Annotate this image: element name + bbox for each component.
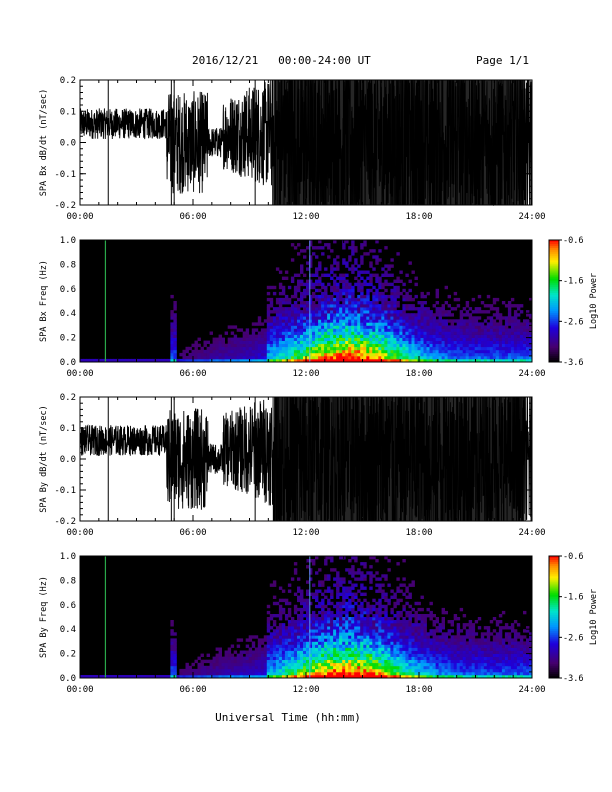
x-tick-label: 24:00 <box>518 369 545 379</box>
y-tick-label: 0.1 <box>60 424 76 434</box>
x-tick-label: 18:00 <box>405 685 432 695</box>
dbdt-trace-1 <box>79 79 533 207</box>
y-tick-label: 0.1 <box>60 107 76 117</box>
y-tick-label: 0.4 <box>60 625 76 635</box>
y-tick-label: 0.8 <box>60 576 76 586</box>
x-tick-label: 06:00 <box>179 212 206 222</box>
y-tick-label: 0.8 <box>60 260 76 270</box>
y-tick-label: 0.6 <box>60 601 76 611</box>
y-axis-label-4: SPA By Freq (Hz) <box>39 576 49 658</box>
y-axis-ticks-3 <box>80 396 532 522</box>
x-tick-label: 06:00 <box>179 528 206 538</box>
colorbar-tick-label: -1.6 <box>563 277 583 287</box>
x-axis-ticks-3 <box>79 397 533 521</box>
colorbar-tick-label: -2.6 <box>563 633 583 643</box>
x-tick-label: 24:00 <box>518 685 545 695</box>
y-axis-ticks-4 <box>80 555 532 679</box>
x-tick-label: 12:00 <box>292 212 319 222</box>
colorbar-2 <box>548 239 562 363</box>
colorbar-label-4: Log10 Power <box>589 589 599 645</box>
x-tick-label: 18:00 <box>405 528 432 538</box>
colorbar-tick-label: -3.6 <box>563 674 583 684</box>
y-tick-label: 0.2 <box>60 76 76 86</box>
x-tick-label: 06:00 <box>179 685 206 695</box>
colorbar-label-2: Log10 Power <box>589 273 599 329</box>
y-axis-ticks-2 <box>80 239 532 363</box>
x-axis-ticks-4 <box>79 556 533 678</box>
colorbar-tick-label: -2.6 <box>563 317 583 327</box>
x-tick-label: 06:00 <box>179 369 206 379</box>
y-tick-label: 1.0 <box>60 552 76 562</box>
x-tick-label: 00:00 <box>66 685 93 695</box>
y-tick-label: 0.2 <box>60 650 76 660</box>
y-tick-label: 0.0 <box>60 139 76 149</box>
colorbar-tick-label: -3.6 <box>563 358 583 368</box>
y-tick-label: 0.4 <box>60 309 76 319</box>
y-tick-label: -0.2 <box>54 201 76 211</box>
x-tick-label: 18:00 <box>405 369 432 379</box>
y-tick-label: 0.0 <box>60 455 76 465</box>
y-axis-ticks-1 <box>80 79 532 206</box>
y-tick-label: 0.2 <box>60 393 76 403</box>
x-tick-label: 24:00 <box>518 212 545 222</box>
x-tick-label: 00:00 <box>66 212 93 222</box>
page-number: Page 1/1 <box>476 54 529 67</box>
y-axis-label-3: SPA By dB/dt (nT/sec) <box>39 405 49 512</box>
y-axis-label-2: SPA Bx Freq (Hz) <box>39 260 49 342</box>
colorbar-tick-label: -1.6 <box>563 593 583 603</box>
x-tick-label: 12:00 <box>292 685 319 695</box>
x-tick-label: 00:00 <box>66 369 93 379</box>
x-tick-label: 00:00 <box>66 528 93 538</box>
x-axis-ticks-1 <box>79 80 533 205</box>
x-tick-label: 24:00 <box>518 528 545 538</box>
y-tick-label: -0.2 <box>54 517 76 527</box>
y-tick-label: -0.1 <box>54 170 76 180</box>
y-tick-label: -0.1 <box>54 486 76 496</box>
spectrogram-4 <box>80 556 533 679</box>
x-axis-label: Universal Time (hh:mm) <box>215 711 361 724</box>
y-tick-label: 1.0 <box>60 236 76 246</box>
colorbar-tick-label: -0.6 <box>563 552 583 562</box>
x-tick-label: 18:00 <box>405 212 432 222</box>
y-axis-label-1: SPA Bx dB/dt (nT/sec) <box>39 89 49 196</box>
x-tick-label: 12:00 <box>292 528 319 538</box>
x-tick-label: 12:00 <box>292 369 319 379</box>
y-tick-label: 0.2 <box>60 334 76 344</box>
y-tick-label: 0.0 <box>60 358 76 368</box>
x-axis-ticks-2 <box>79 240 533 362</box>
y-tick-label: 0.0 <box>60 674 76 684</box>
spectrogram-2 <box>80 240 533 363</box>
colorbar-tick-label: -0.6 <box>563 236 583 246</box>
figure-title: 2016/12/21 00:00-24:00 UT <box>192 54 371 67</box>
colorbar-4 <box>548 555 562 679</box>
dbdt-trace-3 <box>79 396 533 522</box>
y-tick-label: 0.6 <box>60 285 76 295</box>
